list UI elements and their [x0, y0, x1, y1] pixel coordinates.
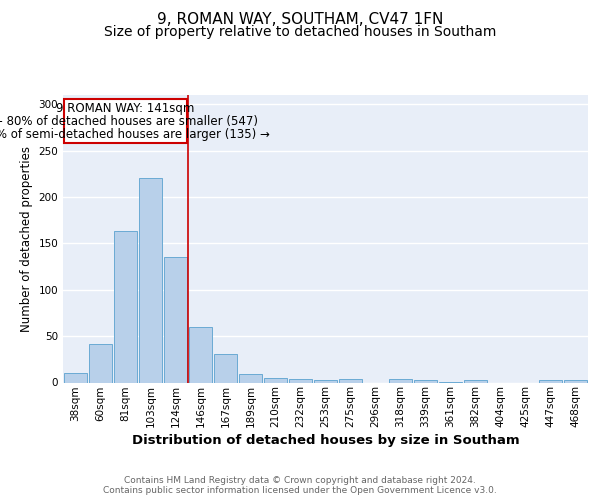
Bar — [113, 232, 137, 382]
Bar — [314, 380, 337, 382]
Bar — [64, 373, 88, 382]
Bar — [263, 378, 287, 382]
Bar — [539, 380, 562, 382]
X-axis label: Distribution of detached houses by size in Southam: Distribution of detached houses by size … — [131, 434, 520, 448]
Bar — [89, 344, 112, 382]
Text: ← 80% of detached houses are smaller (547): ← 80% of detached houses are smaller (54… — [0, 116, 258, 128]
Text: 20% of semi-detached houses are larger (135) →: 20% of semi-detached houses are larger (… — [0, 128, 270, 141]
Bar — [164, 258, 187, 382]
Bar — [214, 354, 238, 382]
Bar — [563, 380, 587, 382]
Bar — [139, 178, 163, 382]
Y-axis label: Number of detached properties: Number of detached properties — [20, 146, 33, 332]
Bar — [188, 327, 212, 382]
Bar — [289, 379, 313, 382]
Bar — [413, 380, 437, 382]
Text: 9 ROMAN WAY: 141sqm: 9 ROMAN WAY: 141sqm — [56, 102, 194, 115]
Bar — [464, 380, 487, 382]
Bar — [338, 379, 362, 382]
Bar — [239, 374, 262, 382]
Bar — [389, 379, 412, 382]
Bar — [64, 98, 187, 143]
Text: 9, ROMAN WAY, SOUTHAM, CV47 1FN: 9, ROMAN WAY, SOUTHAM, CV47 1FN — [157, 12, 443, 28]
Text: Size of property relative to detached houses in Southam: Size of property relative to detached ho… — [104, 25, 496, 39]
Text: Contains HM Land Registry data © Crown copyright and database right 2024.
Contai: Contains HM Land Registry data © Crown c… — [103, 476, 497, 495]
